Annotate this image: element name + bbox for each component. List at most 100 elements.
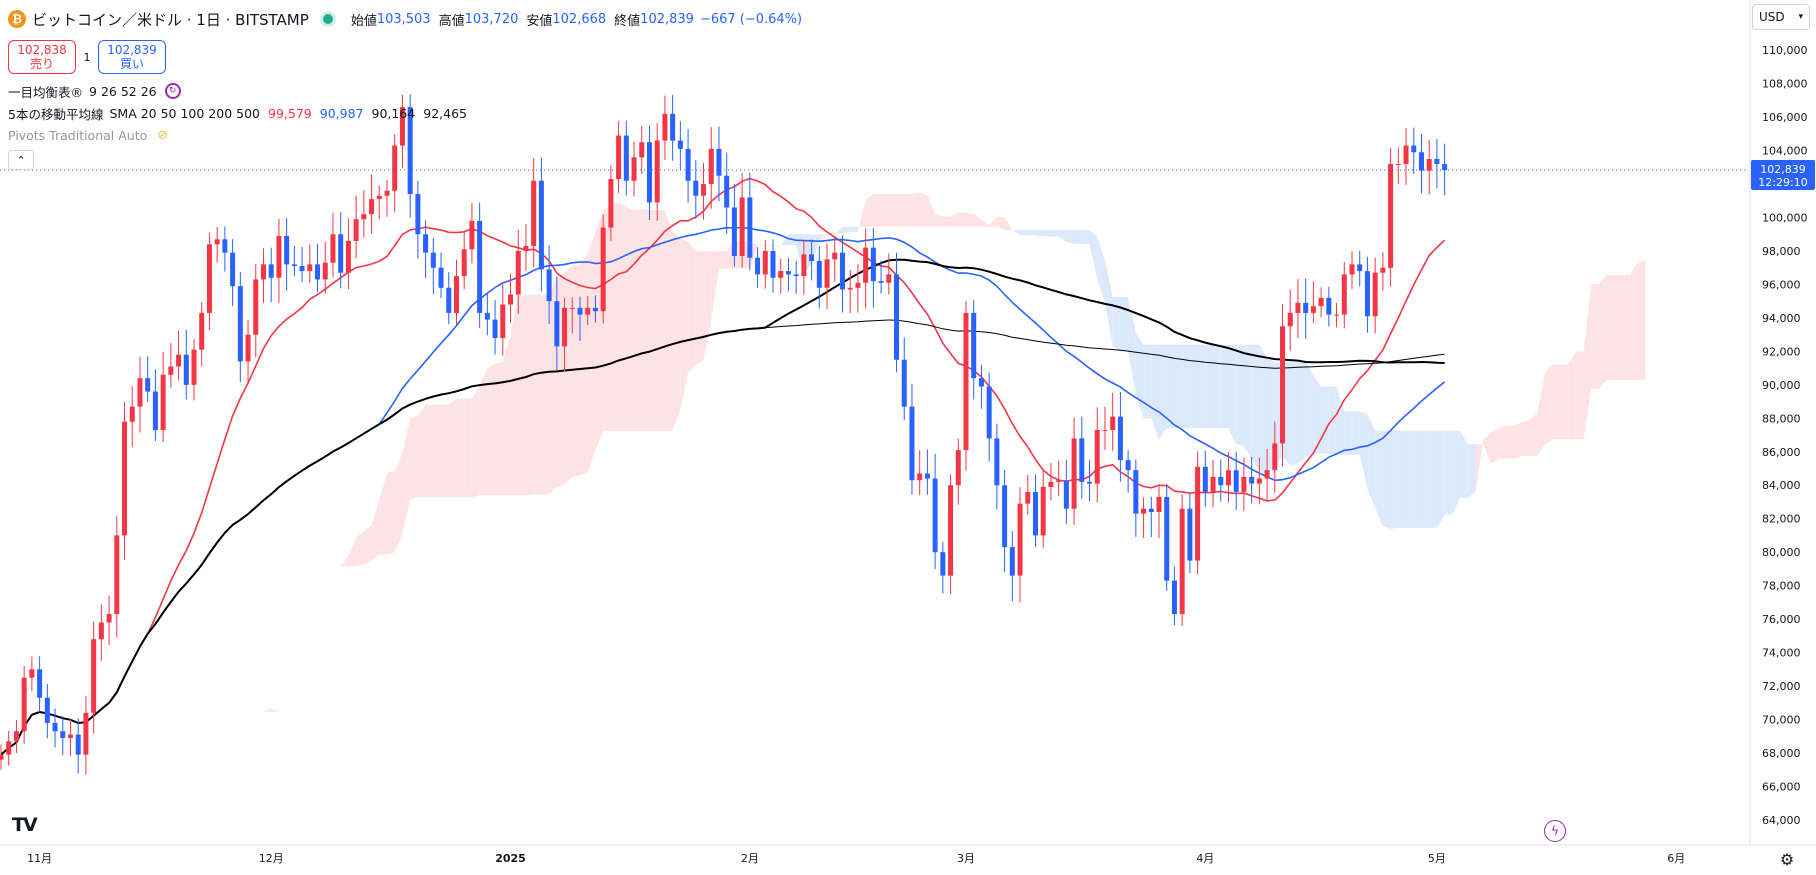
candle-body [670,113,676,141]
candle-body [1141,508,1147,514]
cloud-segment [896,194,905,227]
cloud-segment [1614,274,1623,380]
candle-body [1326,297,1332,315]
cloud-segment [379,473,387,555]
candle-body [1048,481,1054,487]
candle-body [1210,476,1216,492]
cloud-segment [664,209,673,431]
buy-label: 買い [119,57,144,71]
moving-averages [0,177,1446,756]
candle-body [183,354,189,385]
indicator-pivots[interactable]: Pivots Traditional Auto ⊘ [8,124,802,146]
cloud-segment [1421,430,1430,528]
y-tick-label: 92,000 [1762,345,1801,358]
cloud-segment [626,207,635,431]
candle-body [832,252,838,260]
cloud-segment [834,226,843,235]
y-tick-label: 86,000 [1762,446,1801,459]
cloud-segment [1490,427,1499,464]
cloud-segment [1514,422,1522,459]
candle-body [1032,491,1038,536]
cloud-segment [224,711,233,717]
cloud-segment [935,214,943,227]
cloud-segment [448,398,457,497]
candle-body [994,438,1000,486]
candle-body [932,478,938,553]
cloud-segment [1089,230,1098,280]
indicator-ichimoku[interactable]: 一目均衡表® 9 26 52 26 ↻ [8,80,802,102]
high-value: 103,720 [464,11,519,27]
candle-body [855,282,861,288]
bitcoin-icon: ₿ [8,10,26,28]
candle-body [453,276,459,313]
tradingview-logo[interactable]: TV [12,814,38,836]
candle-body [546,269,552,302]
close-value: 102,839 [640,11,694,27]
cloud-segment [1637,260,1646,380]
candle-body [122,421,128,536]
y-tick-label: 70,000 [1762,714,1801,727]
candle-body [924,473,930,479]
candle-body [52,722,58,732]
buy-price: 102,839 [107,43,157,57]
cloud-segment [1166,344,1175,428]
sell-button[interactable]: 102,838 売り [8,40,76,74]
cloud-segment [1097,236,1105,303]
cloud-segment [1081,230,1090,244]
candle-body [477,220,483,313]
cloud-segment [1197,344,1206,428]
candle-body [152,391,158,431]
currency-selector[interactable]: USD ▾ [1752,4,1810,30]
cloud-segment [850,226,858,233]
candle-body [538,180,544,270]
cloud-segment [865,194,874,227]
buy-button[interactable]: 102,839 買い [98,40,166,74]
candle-body [230,252,236,287]
cloud-segment [919,192,928,227]
cloud-segment [711,250,719,322]
cloud-segment [1174,344,1183,428]
cloud-segment [309,645,318,685]
gear-icon[interactable]: ⚙ [1779,849,1795,869]
candle-body [1009,547,1015,576]
candle-body [469,220,475,250]
cloud-segment [1552,364,1561,440]
cloud-segment [302,684,310,689]
symbol-title[interactable]: ビットコイン／米ドル · 1日 · BITSTAMP [32,10,309,29]
cloud-segment [1406,430,1414,528]
refresh-icon[interactable]: ↻ [164,83,181,99]
candle-body [708,148,714,185]
candle-body [1442,163,1448,171]
change-value: −667 (−0.64%) [699,11,803,27]
cloud-segment [618,202,627,431]
x-tick-label: 4月 [1196,852,1214,865]
candlesticks [0,94,1448,775]
y-tick-label: 64,000 [1762,814,1801,827]
cloud-segment [502,335,511,496]
cloud-segment [1475,439,1484,492]
candle-body [917,473,923,481]
candle-body [268,264,274,278]
collapse-legend-button[interactable]: ⌃ [8,150,34,170]
cloud-segment [1398,430,1407,528]
candle-body [98,622,104,640]
cloud-segment [966,212,974,227]
candle-body [562,307,568,347]
cloud-segment [1583,284,1592,440]
indicator-sma[interactable]: 5本の移動平均線 SMA 20 50 100 200 500 99,579 90… [8,102,802,124]
eye-off-icon[interactable]: ⊘ [157,127,169,143]
cloud-segment [765,245,773,246]
candle-body [863,247,869,283]
candle-body [430,252,436,268]
cloud-segment [479,368,488,496]
cloud-segment [1189,344,1198,428]
candle-body [21,677,27,732]
cloud-segment [1159,344,1167,440]
candle-body [137,378,143,407]
candle-body [1434,158,1440,164]
lightning-icon[interactable]: ϟ [1544,820,1566,842]
candle-body [1148,508,1154,513]
cloud-segment [842,226,851,234]
cloud-segment [294,688,303,697]
